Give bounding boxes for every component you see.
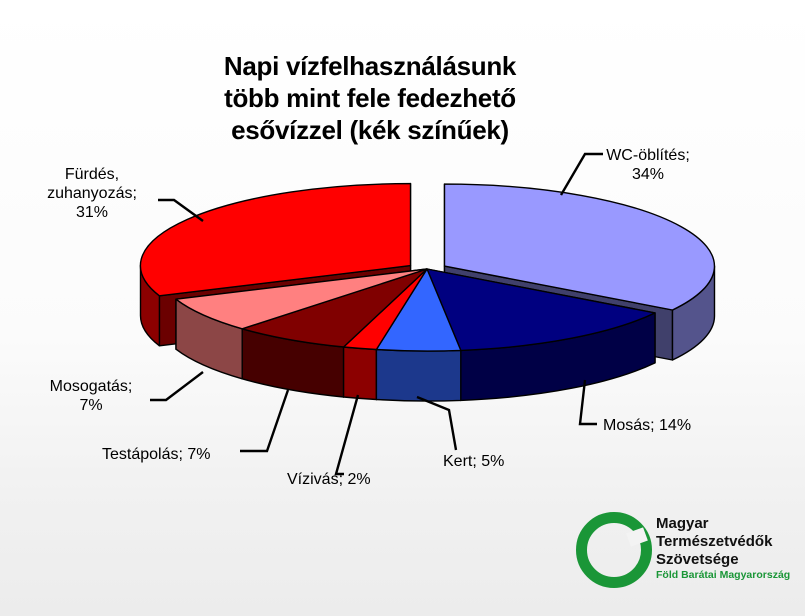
leader-line	[334, 394, 360, 476]
pie-slice-wc-öblítés	[443, 183, 716, 311]
data-labels: WC-öblítés; 34% Mosás; 14% Kert; 5% Vízivás;…	[47, 147, 691, 488]
chart-title-line-3: esővízzel (kék színűek)	[231, 115, 509, 145]
chart-title-line-2: több mint fele fedezhető	[224, 83, 516, 113]
logo-name-line-3: Szövetsége	[656, 551, 739, 568]
logo-tagline: Föld Barátai Magyarország	[656, 569, 791, 581]
data-label: Vízivás; 2%	[287, 471, 371, 488]
pie-slice-fürdés-zuhanyozás	[139, 182, 412, 297]
chart-title-line-1: Napi vízfelhasználásunk	[223, 51, 517, 81]
pie-tops	[139, 182, 716, 352]
organization-logo: Magyar Természetvédők Szövetsége Föld Ba…	[576, 512, 805, 592]
leader-line	[578, 379, 597, 426]
data-label: Mosogatás; 7%	[50, 378, 133, 414]
chart-title: Napi vízfelhasználásunk több mint fele f…	[205, 50, 535, 146]
logo-name: Magyar Természetvédők Szövetsége	[656, 515, 772, 569]
logo-name-line-1: Magyar	[656, 515, 709, 532]
leader-line	[416, 395, 458, 451]
leader-line	[150, 371, 204, 402]
data-label: Fürdés, zuhanyozás; 31%	[47, 166, 137, 221]
data-label: WC-öblítés; 34%	[606, 147, 690, 183]
logo-name-line-2: Természetvédők	[656, 533, 773, 550]
slice-outer-wall	[375, 348, 462, 402]
data-label: Kert; 5%	[443, 453, 504, 470]
data-label: Mosás; 14%	[603, 417, 691, 434]
pie-slice-mosás	[426, 268, 656, 352]
leader-line	[559, 152, 603, 196]
green-ring-icon	[576, 512, 652, 588]
leader-line	[158, 198, 204, 222]
slice-outer-wall	[342, 346, 378, 401]
pie-slice-testápolás	[241, 268, 428, 348]
pie-slice-mosogatás	[175, 268, 428, 330]
data-label: Testápolás; 7%	[102, 446, 211, 463]
leader-line	[240, 389, 290, 453]
